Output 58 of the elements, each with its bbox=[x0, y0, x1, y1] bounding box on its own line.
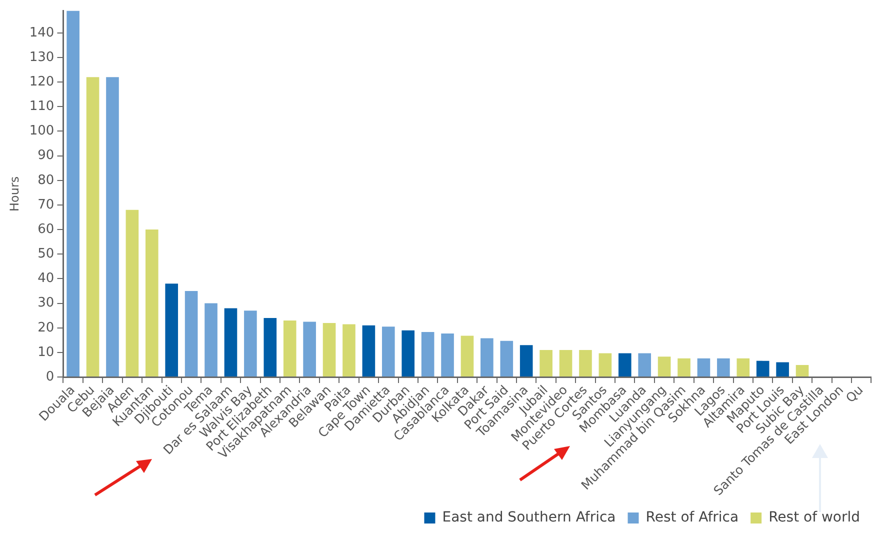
legend-label: East and Southern Africa bbox=[442, 510, 616, 526]
y-tick-label: 120 bbox=[29, 74, 54, 90]
y-tick-label: 30 bbox=[38, 296, 54, 311]
bar bbox=[106, 77, 119, 377]
bar bbox=[776, 362, 789, 377]
y-tick-label: 140 bbox=[29, 25, 54, 40]
y-tick-label: 80 bbox=[38, 172, 54, 188]
bar bbox=[382, 326, 395, 377]
legend-label: Rest of Africa bbox=[646, 510, 739, 526]
y-tick-label: 100 bbox=[29, 124, 54, 139]
bar bbox=[303, 322, 316, 377]
bar bbox=[598, 353, 612, 377]
y-tick-label: 50 bbox=[38, 246, 54, 262]
bar bbox=[145, 230, 158, 377]
bar bbox=[658, 356, 671, 377]
bar bbox=[204, 303, 218, 377]
bar bbox=[678, 358, 690, 377]
y-tick-label: 40 bbox=[38, 271, 54, 286]
bar bbox=[579, 350, 592, 377]
y-tick-label: 0 bbox=[46, 369, 54, 384]
bar bbox=[421, 332, 434, 377]
x-tick-label: Qu bbox=[842, 382, 866, 406]
bar bbox=[697, 358, 710, 377]
bar bbox=[618, 353, 632, 377]
bar bbox=[756, 360, 770, 377]
bar bbox=[224, 308, 238, 377]
bar bbox=[283, 320, 296, 377]
bar bbox=[480, 338, 494, 377]
y-tick-label: 90 bbox=[38, 148, 54, 164]
y-axis-title: Hours bbox=[7, 176, 22, 212]
bar bbox=[66, 10, 80, 377]
bar bbox=[460, 336, 474, 377]
legend-label: Rest of world bbox=[768, 510, 860, 526]
y-tick-label: 60 bbox=[38, 222, 54, 237]
y-tick-label: 130 bbox=[29, 50, 54, 65]
bar bbox=[540, 350, 552, 377]
bar bbox=[500, 340, 514, 377]
bar bbox=[796, 364, 809, 377]
bar bbox=[559, 350, 572, 377]
bar bbox=[342, 324, 356, 377]
bar bbox=[520, 345, 533, 377]
bar bbox=[86, 77, 100, 377]
bar bbox=[362, 325, 376, 377]
bar bbox=[736, 358, 750, 377]
y-tick-label: 20 bbox=[38, 320, 54, 336]
bar bbox=[244, 310, 257, 377]
y-tick-label: 10 bbox=[38, 344, 54, 360]
bar bbox=[165, 284, 178, 377]
bar bbox=[717, 358, 730, 377]
bar bbox=[441, 334, 454, 377]
bar bbox=[264, 318, 277, 377]
bar bbox=[322, 322, 336, 377]
y-tick-label: 70 bbox=[38, 197, 54, 212]
bar bbox=[638, 353, 652, 377]
bar bbox=[126, 210, 139, 377]
bar bbox=[402, 330, 415, 377]
y-tick-label: 110 bbox=[29, 99, 54, 114]
bar bbox=[184, 291, 198, 377]
